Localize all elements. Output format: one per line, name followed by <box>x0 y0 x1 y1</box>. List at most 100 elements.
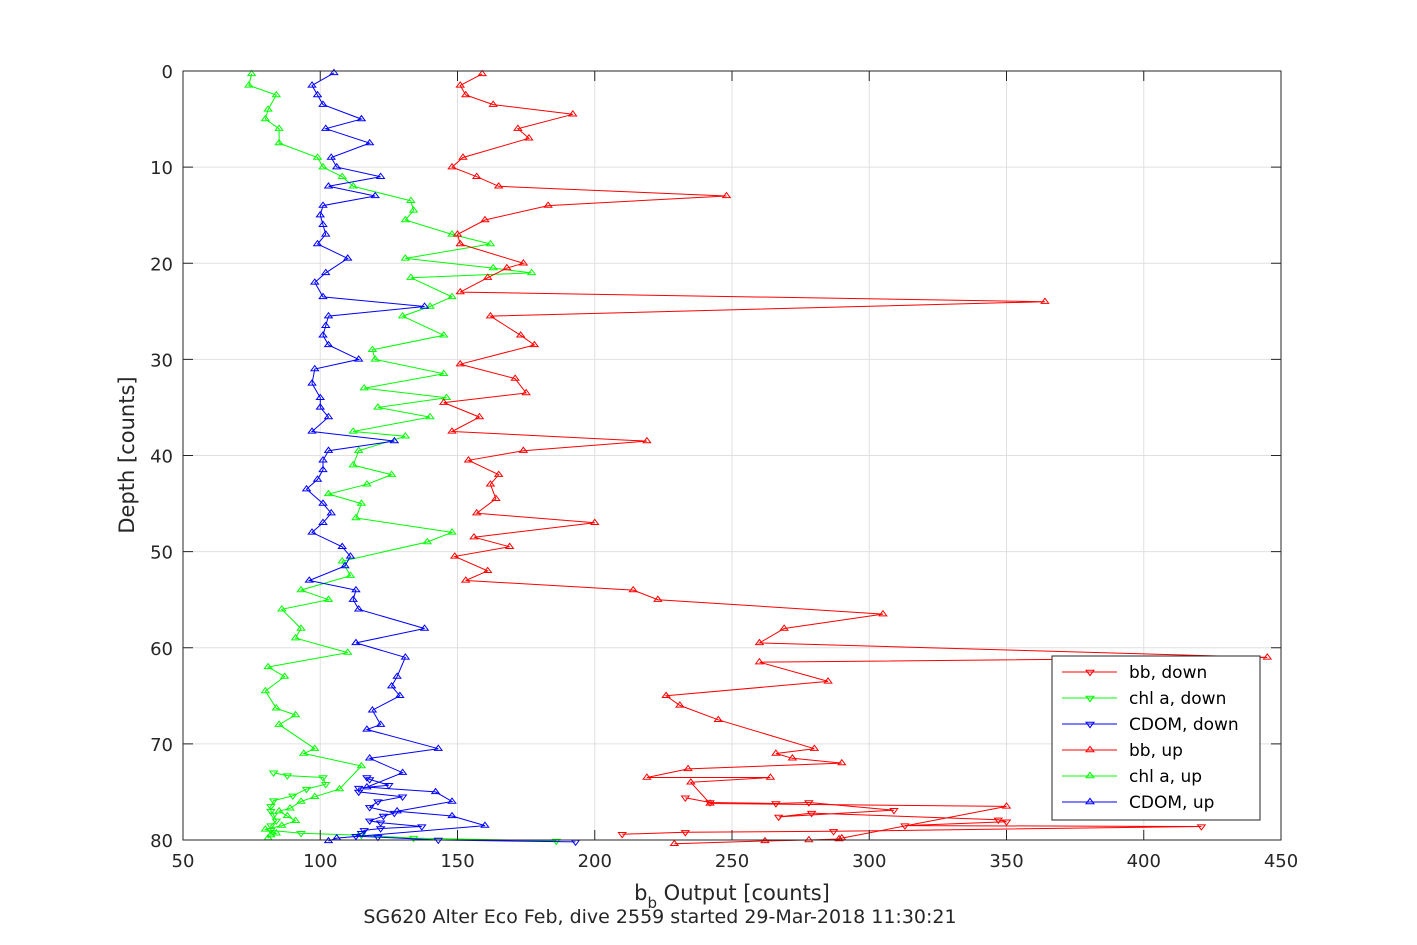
data-point-bb-up <box>438 398 449 405</box>
legend-box <box>1051 655 1261 821</box>
data-point-cdom-down <box>375 820 386 827</box>
data-point-cdom-down <box>378 813 389 821</box>
data-point-bb-up <box>823 677 833 684</box>
legend-label: bb, up <box>1129 741 1183 761</box>
data-point-cdom-up <box>323 311 334 319</box>
data-point-chl-a-down <box>268 812 279 820</box>
data-point-chl-a-up <box>488 263 498 271</box>
data-point-bb-up <box>460 576 471 583</box>
data-point-cdom-down <box>353 785 364 793</box>
data-point-cdom-up <box>307 379 317 386</box>
legend-entry-chl-a-down: chl a, down <box>1062 689 1226 709</box>
data-point-chl-a-up <box>290 816 301 823</box>
data-point-cdom-down <box>384 782 394 790</box>
data-point-bb-up <box>502 263 512 271</box>
data-point-cdom-up <box>375 172 386 179</box>
legend-entry-bb-down: bb, down <box>1062 663 1207 683</box>
data-point-chl-a-up <box>386 470 397 477</box>
data-point-chl-a-up <box>400 254 411 261</box>
data-point-cdom-up <box>447 811 457 819</box>
data-point-cdom-up <box>304 576 315 583</box>
data-point-cdom-up <box>419 302 430 309</box>
data-point-cdom-up <box>318 499 328 506</box>
data-point-bb-up <box>488 100 498 107</box>
data-point-bb-up <box>482 273 493 280</box>
data-point-cdom-up <box>318 220 328 228</box>
data-point-bb-up <box>543 201 553 208</box>
series-line-cdom-up <box>305 72 486 842</box>
data-point-cdom-up <box>318 292 328 300</box>
data-point-chl-a-up <box>362 480 372 487</box>
data-point-cdom-down <box>353 789 364 797</box>
data-point-cdom-up <box>367 705 378 713</box>
data-point-cdom-down <box>356 831 367 838</box>
data-point-chl-a-up <box>438 331 449 338</box>
data-point-cdom-down <box>417 824 427 831</box>
data-point-cdom-up <box>315 403 326 410</box>
data-point-chl-a-up <box>296 797 306 804</box>
data-point-bb-up <box>529 340 540 348</box>
data-point-bb-down <box>806 810 817 818</box>
data-point-cdom-up <box>315 393 326 401</box>
data-point-bb-up <box>491 494 501 501</box>
data-point-cdom-up <box>318 201 328 208</box>
data-point-chl-a-up <box>312 153 323 160</box>
data-point-cdom-down <box>362 775 372 782</box>
data-point-cdom-up <box>326 153 337 160</box>
data-point-chl-a-up <box>425 412 435 420</box>
data-point-cdom-down <box>373 799 383 806</box>
data-point-cdom-up <box>323 446 334 453</box>
legend-label: chl a, up <box>1129 767 1202 787</box>
data-point-cdom-up <box>342 254 353 261</box>
data-point-cdom-up <box>351 638 361 646</box>
data-point-cdom-up <box>329 68 339 76</box>
data-point-cdom-up <box>392 806 402 814</box>
data-point-cdom-up <box>356 114 367 122</box>
data-point-chl-a-up <box>485 239 496 247</box>
data-point-chl-a-up <box>246 69 257 77</box>
data-point-bb-up <box>713 715 724 723</box>
data-point-bb-up <box>480 215 490 223</box>
data-point-bb-up <box>1262 653 1273 660</box>
data-point-bb-up <box>589 518 600 525</box>
data-point-chl-a-up <box>282 811 293 819</box>
data-point-chl-a-up <box>447 292 457 300</box>
data-point-cdom-down <box>433 837 444 845</box>
data-point-cdom-up <box>318 465 328 473</box>
data-point-cdom-up <box>340 561 350 569</box>
y-tick-label: 50 <box>150 543 173 564</box>
data-point-chl-a-down <box>268 770 279 777</box>
data-point-bb-down <box>680 795 691 802</box>
data-point-chl-a-up <box>323 595 334 602</box>
data-point-chl-a-down <box>266 823 276 830</box>
data-point-chl-a-up <box>309 744 320 751</box>
data-point-bb-up <box>1001 802 1012 809</box>
data-point-cdom-up <box>318 456 328 463</box>
y-tick-label: 30 <box>150 350 173 371</box>
data-point-cdom-up <box>386 681 397 689</box>
data-point-chl-a-up <box>359 383 369 391</box>
data-point-bb-up <box>754 638 765 646</box>
data-point-chl-a-up <box>356 499 367 506</box>
data-point-cdom-up <box>447 797 457 804</box>
data-point-chl-a-up <box>274 720 284 727</box>
data-point-bb-up <box>477 69 487 77</box>
figure-caption: SG620 Alter Eco Feb, dive 2559 started 2… <box>363 906 956 928</box>
legend-marker <box>1085 721 1095 729</box>
legend-marker <box>1085 797 1095 805</box>
data-point-cdom-up <box>345 552 356 559</box>
data-point-chl-a-up <box>345 571 356 578</box>
x-axis-label: bb Output [counts] <box>634 881 830 912</box>
series-layer <box>244 68 1273 847</box>
data-point-bb-up <box>471 508 482 516</box>
y-tick-label: 70 <box>150 735 173 756</box>
data-point-bb-up <box>653 595 663 602</box>
data-point-bb-up <box>779 624 789 631</box>
data-point-bb-up <box>628 585 638 593</box>
x-tick-label: 450 <box>1264 851 1298 872</box>
data-point-cdom-down <box>373 834 383 842</box>
data-point-cdom-up <box>395 691 405 699</box>
data-point-cdom-up <box>397 768 408 775</box>
axis-ticks: 50 100 150 200 250 300 350 400 450 0 10 20 30 40 50 60 7… <box>150 62 1298 872</box>
